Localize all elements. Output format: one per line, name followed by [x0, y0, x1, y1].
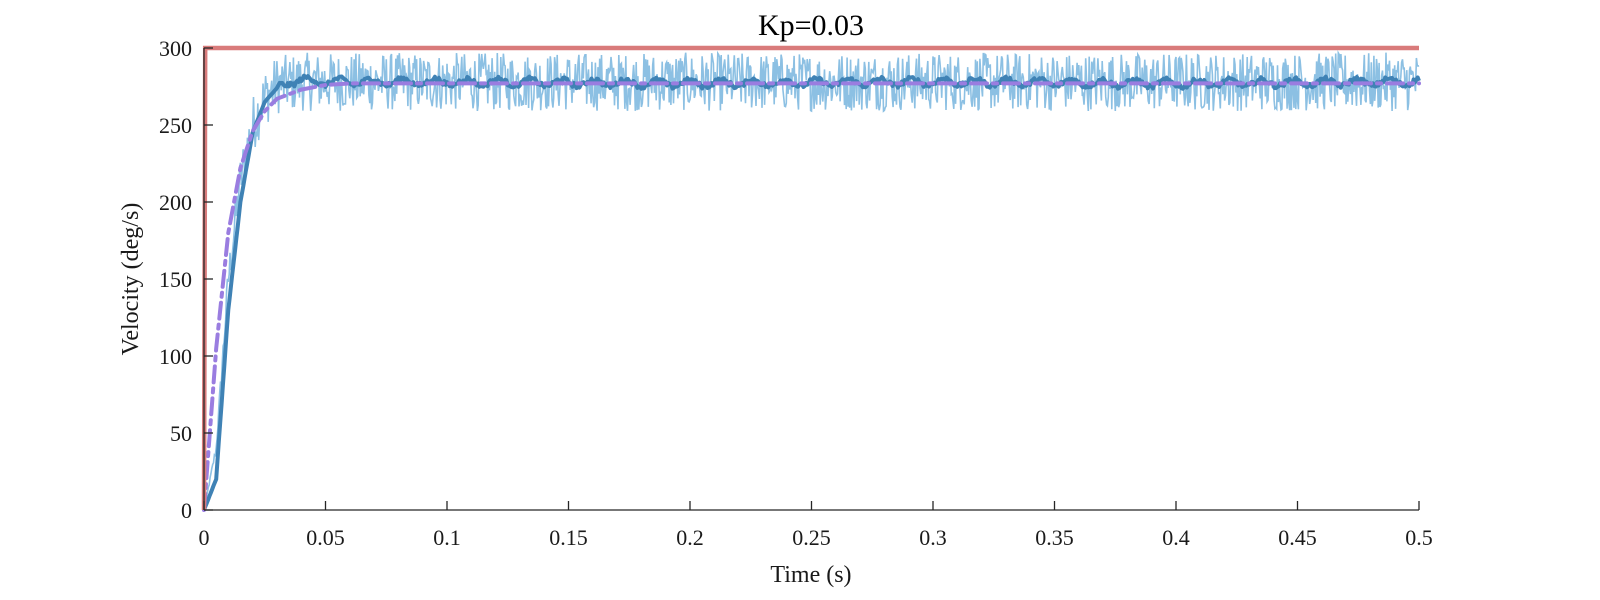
- y-tick-label: 50: [170, 421, 192, 446]
- measured-raw-line: [203, 49, 1420, 511]
- x-tick-label: 0.4: [1162, 525, 1190, 550]
- y-tick-label: 100: [159, 344, 192, 369]
- x-tick-label: 0.25: [792, 525, 831, 550]
- x-tick-label: 0.2: [676, 525, 704, 550]
- x-tick-label: 0.05: [306, 525, 345, 550]
- x-tick-label: 0.5: [1405, 525, 1433, 550]
- y-tick-label: 200: [159, 190, 192, 215]
- y-tick-label: 250: [159, 113, 192, 138]
- x-tick-label: 0.35: [1035, 525, 1074, 550]
- model-line: [202, 81, 1421, 512]
- y-tick-label: 150: [159, 267, 192, 292]
- chart-title: Kp=0.03: [758, 9, 864, 42]
- y-tick-label: 0: [181, 498, 192, 523]
- x-axis-label: Time (s): [770, 562, 851, 588]
- y-ticks: 0 50 100 150 200 250 300: [159, 36, 213, 523]
- x-tick-label: 0: [199, 525, 210, 550]
- series-layer: [201, 45, 1421, 512]
- reference-line: [201, 45, 1419, 511]
- y-tick-label: 300: [159, 36, 192, 61]
- x-ticks: 0 0.05 0.1 0.15 0.2 0.25 0.3 0.35 0.4 0.45 0.5: [199, 501, 1433, 550]
- x-tick-label: 0.1: [433, 525, 461, 550]
- y-axis-label: Velocity (deg/s): [118, 203, 144, 356]
- x-tick-label: 0.3: [919, 525, 947, 550]
- x-tick-label: 0.45: [1278, 525, 1317, 550]
- measured-filtered-line: [202, 73, 1421, 511]
- x-tick-label: 0.15: [549, 525, 588, 550]
